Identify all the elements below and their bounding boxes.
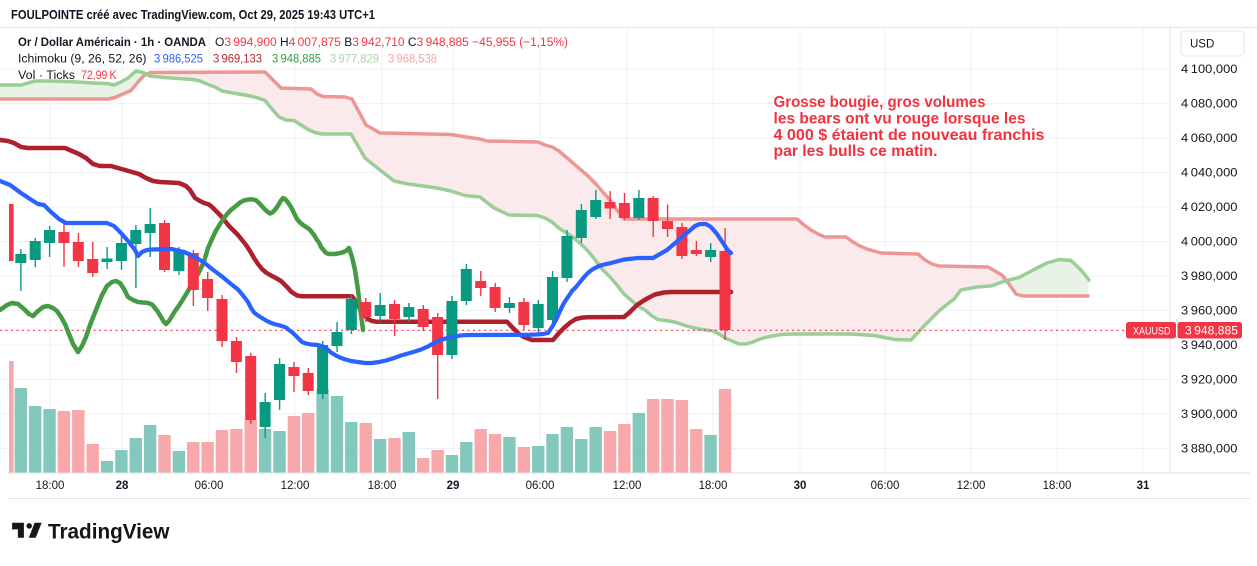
svg-text:3 948,885: 3 948,885 [1185,326,1238,338]
svg-text:29: 29 [447,480,460,492]
svg-text:3 969,133: 3 969,133 [213,52,262,66]
svg-text:30: 30 [794,480,807,492]
svg-text:3 948,885: 3 948,885 [272,52,321,66]
svg-text:3 980,000: 3 980,000 [1181,269,1238,283]
svg-text:28: 28 [116,480,129,492]
svg-text:12:00: 12:00 [281,480,310,492]
svg-text:4 000,000: 4 000,000 [1181,235,1238,249]
svg-text:31: 31 [1137,480,1150,492]
svg-text:18:00: 18:00 [368,480,397,492]
svg-text:4 100,000: 4 100,000 [1181,62,1238,76]
svg-text:TradingView: TradingView [48,521,170,544]
svg-text:3 968,538: 3 968,538 [388,52,437,66]
svg-text:06:00: 06:00 [871,480,900,492]
svg-text:3 960,000: 3 960,000 [1181,304,1238,318]
svg-text:12:00: 12:00 [613,480,642,492]
svg-text:3 880,000: 3 880,000 [1181,442,1238,456]
svg-text:Vol · Ticks: Vol · Ticks [18,68,75,82]
svg-text:4 080,000: 4 080,000 [1181,97,1238,111]
svg-text:par les bulls ce matin.: par les bulls ce matin. [774,143,938,160]
svg-text:18:00: 18:00 [699,480,728,492]
svg-text:4 020,000: 4 020,000 [1181,200,1238,214]
svg-text:06:00: 06:00 [195,480,224,492]
svg-text:XAUUSD: XAUUSD [1133,326,1171,338]
svg-text:3 920,000: 3 920,000 [1181,373,1238,387]
svg-text:3 940,000: 3 940,000 [1181,338,1238,352]
svg-text:12:00: 12:00 [957,480,986,492]
svg-text:4 000 $ étaient de nouveau fra: 4 000 $ étaient de nouveau franchis [774,127,1045,144]
svg-text:3 986,525: 3 986,525 [154,52,203,66]
svg-text:4 060,000: 4 060,000 [1181,131,1238,145]
svg-text:18:00: 18:00 [1043,480,1072,492]
svg-text:72,99 K: 72,99 K [81,68,117,82]
svg-text:18:00: 18:00 [36,480,65,492]
svg-text:Grosse bougie, gros volumes: Grosse bougie, gros volumes [774,94,986,111]
svg-text:3 900,000: 3 900,000 [1181,407,1238,421]
svg-text:3 977,829: 3 977,829 [330,52,379,66]
svg-text:Or / Dollar Américain · 1h · O: Or / Dollar Américain · 1h · OANDA [18,35,206,49]
svg-text:06:00: 06:00 [526,480,555,492]
svg-text:Ichimoku (9, 26, 52, 26): Ichimoku (9, 26, 52, 26) [18,52,147,66]
svg-text:4 040,000: 4 040,000 [1181,166,1238,180]
svg-text:USD: USD [1190,39,1214,51]
svg-text:FOULPOINTE créé avec TradingVi: FOULPOINTE créé avec TradingView.com, Oc… [11,7,375,22]
svg-text:les bears ont vu rouge lorsque: les bears ont vu rouge lorsque les [774,110,1026,127]
svg-text:O3 994,900 H4 007,875 B3 942,7: O3 994,900 H4 007,875 B3 942,710 C3 948,… [215,35,568,49]
